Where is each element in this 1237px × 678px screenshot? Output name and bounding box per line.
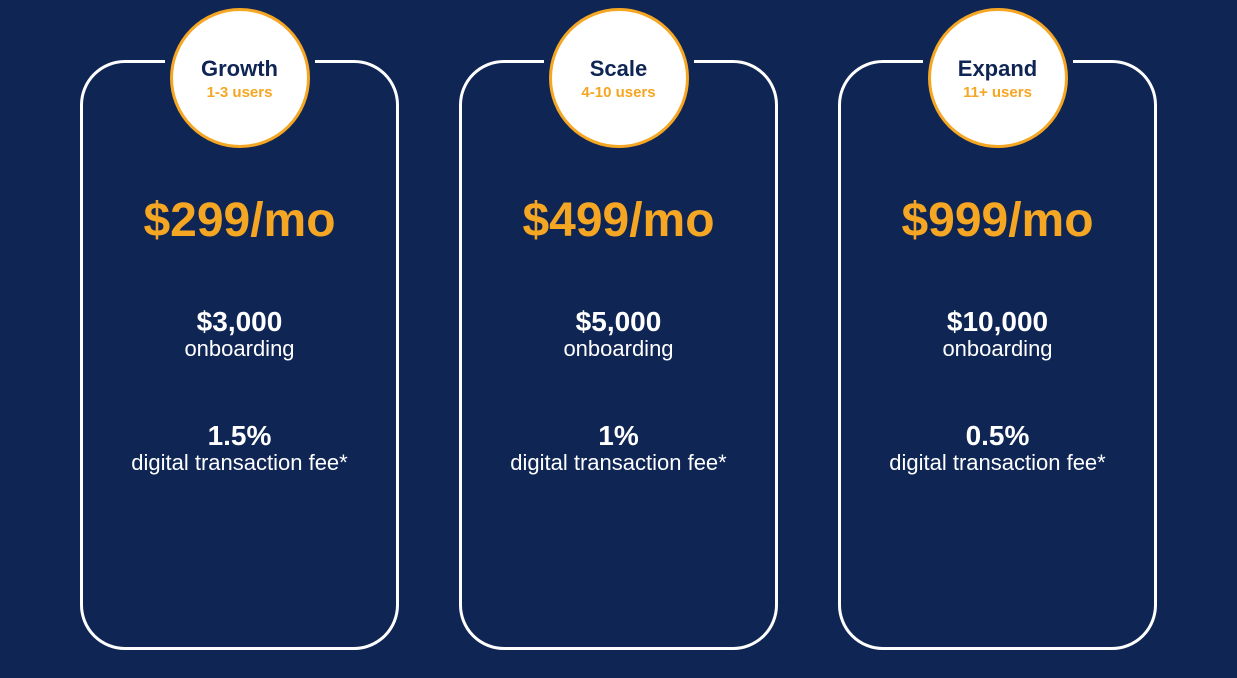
tier-header-circle: Expand 11+ users [928, 8, 1068, 148]
onboarding-price: $3,000 [83, 308, 396, 336]
tier-users: 4-10 users [581, 84, 655, 101]
tier-price: $499/mo [462, 193, 775, 248]
onboarding-label: onboarding [462, 336, 775, 362]
tier-name: Expand [958, 56, 1037, 82]
tier-users: 1-3 users [207, 84, 273, 101]
fee-label: digital transaction fee* [83, 450, 396, 476]
fee-percent: 1.5% [83, 422, 396, 450]
pricing-card-growth: Growth 1-3 users $299/mo $3,000 onboardi… [80, 60, 399, 650]
tier-name: Scale [590, 56, 648, 82]
pricing-card-expand: Expand 11+ users $999/mo $10,000 onboard… [838, 60, 1157, 650]
pricing-card-scale: Scale 4-10 users $499/mo $5,000 onboardi… [459, 60, 778, 650]
tier-price: $999/mo [841, 193, 1154, 248]
fee-label: digital transaction fee* [841, 450, 1154, 476]
tier-name: Growth [201, 56, 278, 82]
tier-header-circle: Scale 4-10 users [549, 8, 689, 148]
onboarding-label: onboarding [83, 336, 396, 362]
onboarding-price: $10,000 [841, 308, 1154, 336]
pricing-container: Growth 1-3 users $299/mo $3,000 onboardi… [0, 0, 1237, 650]
onboarding-price: $5,000 [462, 308, 775, 336]
fee-percent: 1% [462, 422, 775, 450]
tier-users: 11+ users [963, 84, 1032, 101]
tier-header-circle: Growth 1-3 users [170, 8, 310, 148]
tier-price: $299/mo [83, 193, 396, 248]
fee-percent: 0.5% [841, 422, 1154, 450]
fee-label: digital transaction fee* [462, 450, 775, 476]
onboarding-label: onboarding [841, 336, 1154, 362]
